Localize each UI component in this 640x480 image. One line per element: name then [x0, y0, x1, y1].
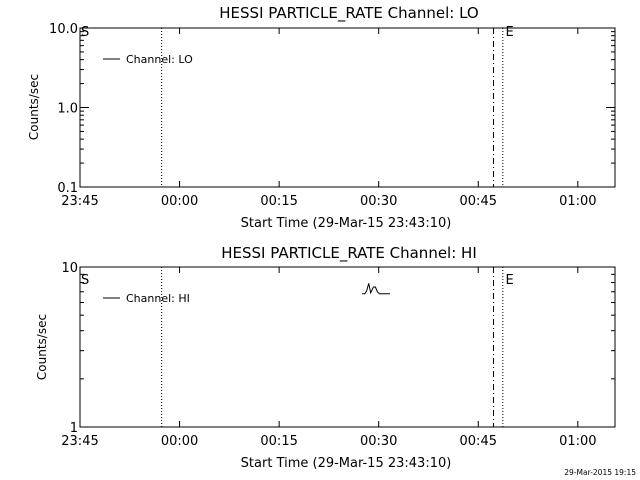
y-tick-label: 1.0 — [57, 102, 78, 117]
series-line — [362, 283, 390, 295]
chart-panel-hi: HESSI PARTICLE_RATE Channel: HI Counts/s… — [35, 244, 616, 471]
x-tick-label: 23:45 — [61, 194, 98, 209]
plot-marks: 23:4500:0000:1500:3000:4501:0001:150.11.… — [49, 22, 615, 209]
legend-label: Channel: HI — [126, 292, 190, 305]
x-axis-label: Start Time (29-Mar-15 23:43:10) — [241, 216, 452, 231]
x-tick-label: 23:45 — [61, 434, 98, 449]
legend-label: Channel: LO — [126, 53, 193, 66]
plot-frame — [79, 266, 616, 428]
x-tick-label: 01:00 — [559, 194, 596, 209]
x-tick-label: 00:15 — [260, 194, 297, 209]
chart-title: HESSI PARTICLE_RATE Channel: LO — [219, 4, 478, 23]
footer-timestamp: 29-Mar-2015 19:15 — [564, 468, 636, 477]
legend: Channel: LO — [103, 53, 193, 66]
x-tick-label: 00:00 — [161, 194, 198, 209]
x-tick-label: 00:30 — [360, 194, 397, 209]
y-tick-label: 10 — [61, 261, 78, 276]
y-axis-label: Counts/sec — [35, 314, 49, 380]
y-tick-label: 0.1 — [57, 181, 78, 196]
annotation-s: S — [81, 25, 89, 40]
x-tick-label: 00:15 — [260, 434, 297, 449]
annotation-e: E — [505, 25, 513, 40]
annotation-s: S — [81, 273, 89, 288]
x-tick-label: 00:45 — [460, 194, 497, 209]
x-tick-label: 00:30 — [360, 434, 397, 449]
y-axis-label: Counts/sec — [27, 74, 41, 140]
y-tick-label: 10.0 — [49, 22, 78, 37]
x-tick-label: 01:00 — [559, 434, 596, 449]
chart-panel-lo: HESSI PARTICLE_RATE Channel: LO Counts/s… — [27, 4, 616, 231]
x-tick-label: 00:45 — [460, 434, 497, 449]
annotation-e: E — [505, 273, 513, 288]
legend: Channel: HI — [103, 292, 190, 305]
plot-frame — [79, 27, 616, 188]
y-tick-label: 1 — [70, 421, 78, 436]
chart-title: HESSI PARTICLE_RATE Channel: HI — [221, 244, 477, 263]
x-tick-label: 00:00 — [161, 434, 198, 449]
x-axis-label: Start Time (29-Mar-15 23:43:10) — [241, 456, 452, 471]
